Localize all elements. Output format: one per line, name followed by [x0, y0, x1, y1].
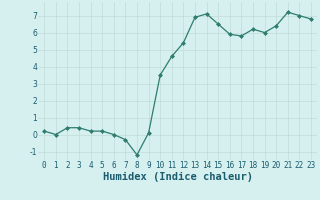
X-axis label: Humidex (Indice chaleur): Humidex (Indice chaleur) [103, 172, 252, 182]
